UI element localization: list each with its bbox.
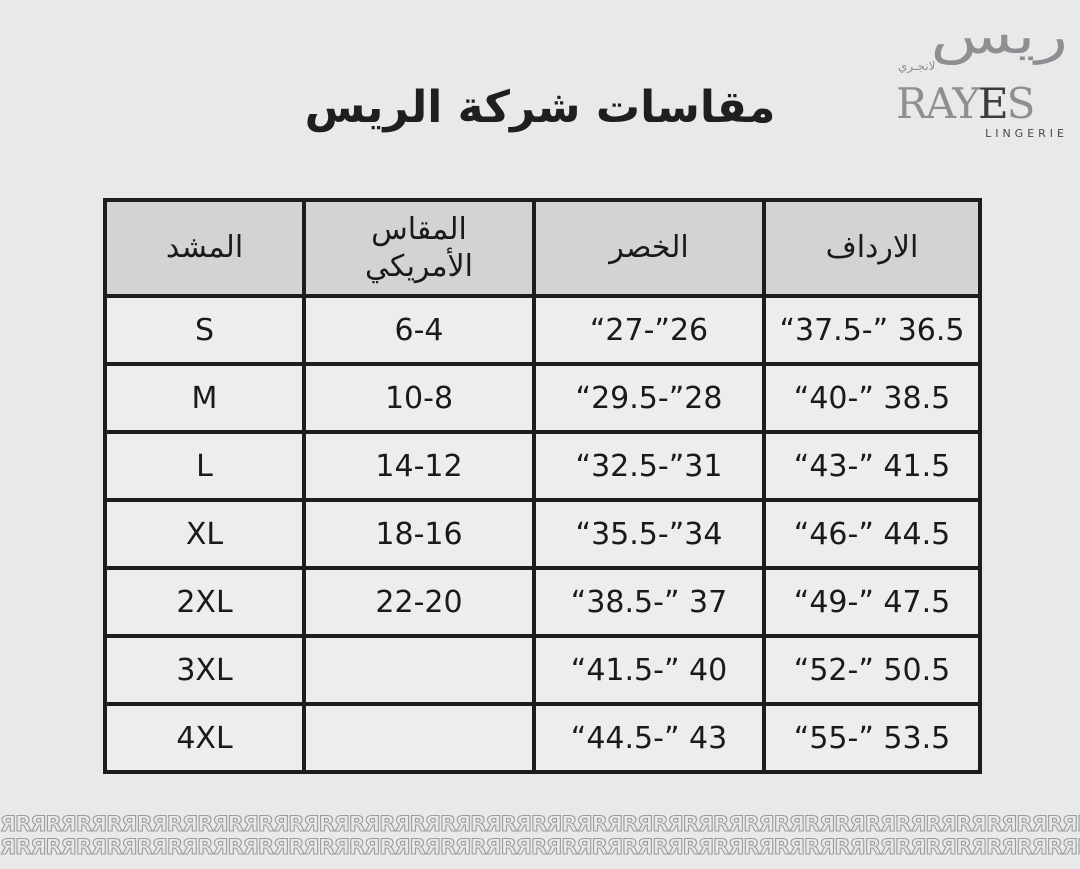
- table-row: 4XL “44.5-” 43 “55-” 53.5: [103, 702, 982, 774]
- cell-us-size: [302, 634, 536, 706]
- table-row: M 10-8 “29.5-”28 “40-” 38.5: [103, 362, 982, 434]
- brand-wordmark-subtitle: LINGERIE: [985, 126, 1068, 140]
- cell-hips: “55-” 53.5: [762, 702, 982, 774]
- cell-corset: 4XL: [103, 702, 306, 774]
- header-corset: المشد: [103, 198, 306, 298]
- cell-waist: “41.5-” 40: [532, 634, 766, 706]
- table-row: 2XL 22-20 “38.5-” 37 “49-” 47.5: [103, 566, 982, 638]
- cell-waist: “32.5-”31: [532, 430, 766, 502]
- header-hips: الارداف: [762, 198, 982, 298]
- page-title: مقاسات شركة الريس: [304, 82, 776, 133]
- cell-hips: “46-” 44.5: [762, 498, 982, 570]
- pattern-row: ЯRЯRЯRЯRЯRЯRЯRЯRЯRЯRЯRЯRЯRЯRЯRЯRЯRЯRЯRЯR…: [0, 813, 1080, 836]
- brand-wordmark: RAYES: [896, 82, 1068, 125]
- header-us-size: المقاس الأمريكي: [302, 198, 536, 298]
- pattern-row: ЯRЯRЯRЯRЯRЯRЯRЯRЯRЯRЯRЯRЯRЯRЯRЯRЯRЯRЯRЯR…: [0, 835, 1080, 859]
- brand-arabic-subtitle: لانجـري: [898, 58, 936, 73]
- cell-us-size: 18-16: [302, 498, 536, 570]
- table-row: XL 18-16 “35.5-”34 “46-” 44.5: [103, 498, 982, 570]
- header-row: المشد المقاس الأمريكي الخصر الارداف: [103, 198, 982, 298]
- cell-corset: M: [103, 362, 306, 434]
- cell-us-size: [302, 702, 536, 774]
- size-chart-table: المشد المقاس الأمريكي الخصر الارداف S 6-…: [103, 198, 982, 774]
- wordmark-part: S: [1006, 78, 1036, 128]
- brand-logo: ريس لانجـري RAYES LINGERIE: [896, 10, 1068, 140]
- cell-us-size: 22-20: [302, 566, 536, 638]
- cell-waist: “29.5-”28: [532, 362, 766, 434]
- table-row: 3XL “41.5-” 40 “52-” 50.5: [103, 634, 982, 706]
- cell-us-size: 10-8: [302, 362, 536, 434]
- cell-corset: XL: [103, 498, 306, 570]
- cell-hips: “52-” 50.5: [762, 634, 982, 706]
- cell-corset: S: [103, 294, 306, 366]
- cell-corset: 3XL: [103, 634, 306, 706]
- cell-us-size: 14-12: [302, 430, 536, 502]
- wordmark-part: RAY: [896, 78, 980, 128]
- table-row: L 14-12 “32.5-”31 “43-” 41.5: [103, 430, 982, 502]
- table-row: S 6-4 “27-”26 “37.5-” 36.5: [103, 294, 982, 366]
- cell-corset: L: [103, 430, 306, 502]
- cell-us-size: 6-4: [302, 294, 536, 366]
- cell-hips: “37.5-” 36.5: [762, 294, 982, 366]
- wordmark-part-dark: E: [977, 78, 1009, 128]
- cell-hips: “49-” 47.5: [762, 566, 982, 638]
- footer-brand-pattern: ЯRЯRЯRЯRЯRЯRЯRЯRЯRЯRЯRЯRЯRЯRЯRЯRЯRЯRЯRЯR…: [0, 813, 1080, 861]
- cell-waist: “35.5-”34: [532, 498, 766, 570]
- cell-hips: “43-” 41.5: [762, 430, 982, 502]
- cell-hips: “40-” 38.5: [762, 362, 982, 434]
- cell-waist: “27-”26: [532, 294, 766, 366]
- cell-waist: “38.5-” 37: [532, 566, 766, 638]
- cell-waist: “44.5-” 43: [532, 702, 766, 774]
- brand-arabic-mark: ريس: [930, 7, 1068, 65]
- header-waist: الخصر: [532, 198, 766, 298]
- cell-corset: 2XL: [103, 566, 306, 638]
